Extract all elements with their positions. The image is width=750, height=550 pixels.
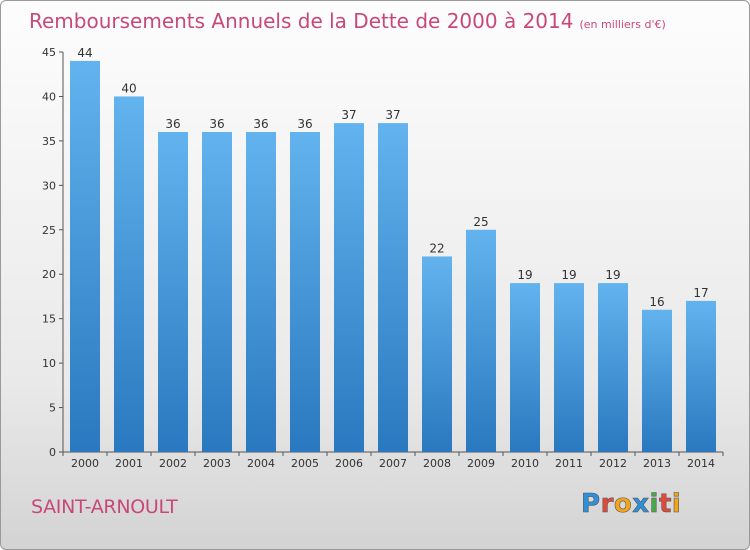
bar xyxy=(202,132,232,452)
logo-letter: x xyxy=(632,489,650,520)
logo-letter: P xyxy=(581,489,601,520)
y-tick-label: 15 xyxy=(42,313,56,326)
x-tick-label: 2013 xyxy=(643,457,671,470)
bar xyxy=(510,283,540,452)
y-tick-label: 0 xyxy=(49,446,56,459)
y-tick-label: 25 xyxy=(42,224,56,237)
logo-letter: r xyxy=(600,489,614,520)
x-tick-label: 2003 xyxy=(203,457,231,470)
data-label: 25 xyxy=(473,215,488,229)
bar xyxy=(466,229,496,452)
bar xyxy=(598,283,628,452)
commune-name: SAINT-ARNOULT xyxy=(31,496,178,518)
bar xyxy=(290,132,320,452)
data-label: 40 xyxy=(121,81,136,95)
y-tick-label: 5 xyxy=(49,402,56,415)
bar xyxy=(114,96,144,452)
y-tick-label: 35 xyxy=(42,135,56,148)
x-tick-label: 2005 xyxy=(291,457,319,470)
y-tick-label: 20 xyxy=(42,268,56,281)
bars: 44 40 36 36 36 36 37 37 22 25 19 19 19 16 17 xyxy=(70,46,716,453)
logo-letter: o xyxy=(613,489,633,520)
bar xyxy=(642,309,672,452)
bar xyxy=(378,123,408,452)
proxiti-logo: Proxiti xyxy=(581,489,682,520)
y-tick-label: 30 xyxy=(42,179,56,192)
data-label: 44 xyxy=(77,46,92,60)
x-tick-label: 2012 xyxy=(599,457,627,470)
x-tick-label: 2000 xyxy=(71,457,99,470)
data-label: 37 xyxy=(385,108,400,122)
data-label: 19 xyxy=(605,268,620,282)
logo-letter: t xyxy=(658,489,672,520)
chart-subtitle: (en milliers d'€) xyxy=(579,18,666,31)
x-tick-label: 2008 xyxy=(423,457,451,470)
x-tick-label: 2004 xyxy=(247,457,275,470)
x-tick-label: 2001 xyxy=(115,457,143,470)
x-tick-label: 2009 xyxy=(467,457,495,470)
bar xyxy=(334,123,364,452)
bar xyxy=(246,132,276,452)
y-tick-label: 40 xyxy=(42,90,56,103)
bar xyxy=(70,60,100,453)
data-label: 19 xyxy=(561,268,576,282)
data-label: 36 xyxy=(297,117,312,131)
bar xyxy=(158,132,188,452)
logo-letter: i xyxy=(649,489,659,520)
x-tick-label: 2006 xyxy=(335,457,363,470)
data-label: 36 xyxy=(253,117,268,131)
chart-title: Remboursements Annuels de la Dette de 20… xyxy=(29,9,666,33)
data-label: 17 xyxy=(693,286,708,300)
axes: 0 5 10 15 20 25 30 35 40 45 2000 2001 2002 2003 2004 20… xyxy=(42,46,724,470)
bar xyxy=(422,256,452,452)
x-tick-label: 2002 xyxy=(159,457,187,470)
x-tick-label: 2010 xyxy=(511,457,539,470)
data-label: 37 xyxy=(341,108,356,122)
bar xyxy=(554,283,584,452)
x-tick-label: 2014 xyxy=(687,457,715,470)
data-label: 36 xyxy=(209,117,224,131)
data-label: 19 xyxy=(517,268,532,282)
x-tick-label: 2007 xyxy=(379,457,407,470)
y-tick-label: 45 xyxy=(42,46,56,59)
logo-letter: i xyxy=(671,489,682,520)
x-tick-label: 2011 xyxy=(555,457,583,470)
data-label: 16 xyxy=(649,295,664,309)
bar xyxy=(686,300,716,452)
data-label: 22 xyxy=(429,241,444,255)
data-label: 36 xyxy=(165,117,180,131)
y-tick-label: 10 xyxy=(42,357,56,370)
